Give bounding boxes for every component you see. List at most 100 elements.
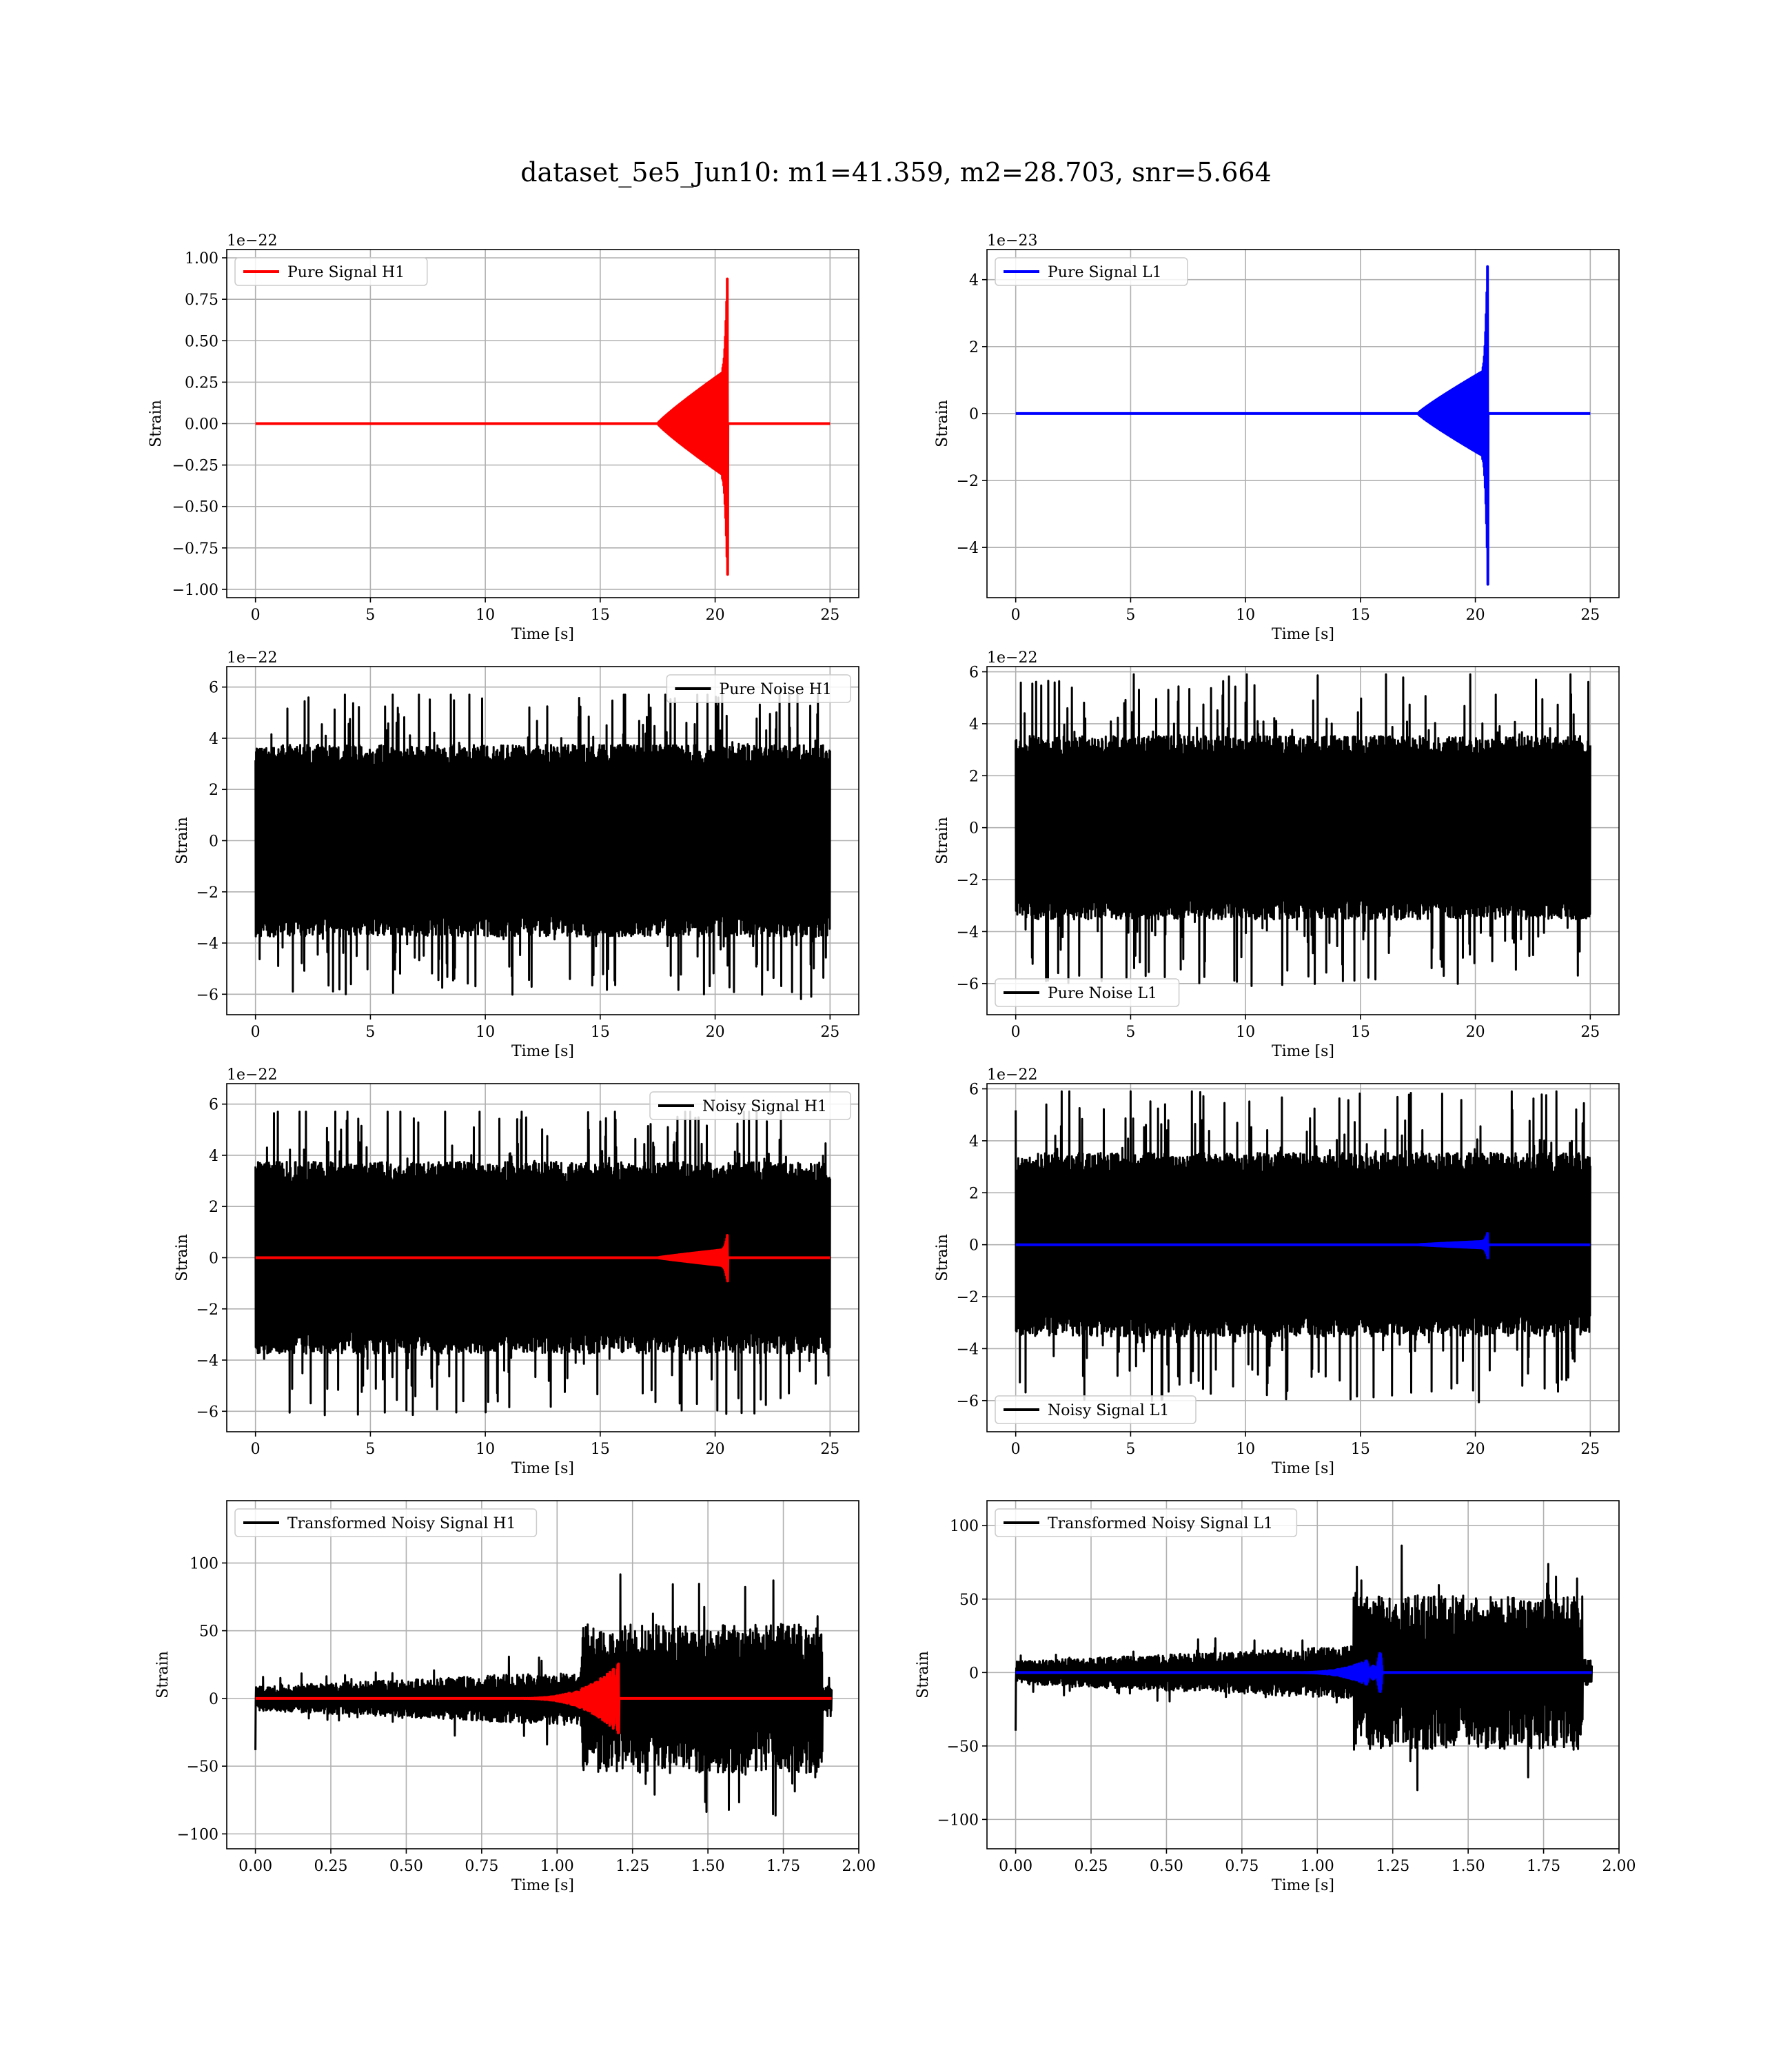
x-tick-label: 5	[1126, 1441, 1135, 1458]
series-line-overlay-1	[254, 1662, 833, 1734]
y-axis-label: Strain	[174, 817, 191, 864]
x-tick-label: 0	[1011, 1441, 1021, 1458]
legend: Transformed Noisy Signal L1	[995, 1508, 1298, 1537]
x-tick-label: 1.50	[1452, 1858, 1485, 1875]
x-tick-label: 1.00	[1301, 1858, 1334, 1875]
panel-top-right: 0 5 10 15 20 25 −4 −2 0 2 4 Time [s] Strain 1e−23 Pure…	[934, 232, 1620, 643]
y-tick-label: 0.00	[185, 416, 218, 434]
y-tick-label: −50	[187, 1758, 218, 1776]
x-tick-label: 1.25	[1376, 1858, 1409, 1875]
axis-offset-text: 1e−23	[987, 232, 1037, 250]
legend-box	[234, 257, 428, 286]
legend-label: Pure Noise H1	[719, 681, 832, 698]
y-tick-label: −0.50	[172, 499, 218, 516]
x-tick-label: 20	[1466, 1441, 1485, 1458]
plot-area	[1015, 1090, 1591, 1403]
y-tick-label: 4	[969, 1133, 979, 1150]
y-tick-label: 0	[969, 1665, 979, 1682]
plot-area	[254, 693, 831, 1000]
y-tick-label: 0	[969, 1237, 979, 1255]
y-axis-label: Strain	[154, 1651, 172, 1699]
panel-row2-right: 0 5 10 15 20 25 −6 −4 −2 0 2 4 6 Time [s] Strain 1e−22 P…	[934, 649, 1620, 1060]
legend-box	[649, 1091, 851, 1120]
series-line-pure-signal-l1	[1015, 265, 1591, 586]
legend-box	[995, 1508, 1298, 1537]
y-tick-label: 100	[190, 1555, 218, 1572]
x-tick-label: 1.75	[766, 1858, 800, 1875]
x-tick-label: 0	[251, 1441, 261, 1458]
panel-row2-left: 0 5 10 15 20 25 −6 −4 −2 0 2 4 6 Time [s] Strain 1e−22 P…	[174, 649, 859, 1060]
x-tick-label: 1.75	[1527, 1858, 1560, 1875]
axis-offset-text: 1e−22	[227, 1066, 277, 1084]
axis-offset-text: 1e−22	[227, 649, 277, 667]
x-tick-label: 2.00	[842, 1858, 876, 1875]
x-axis-label: Time [s]	[511, 1877, 574, 1894]
x-axis-label: Time [s]	[511, 626, 574, 643]
x-tick-label: 0	[1011, 1024, 1021, 1041]
y-tick-label: −0.75	[172, 540, 218, 558]
x-tick-label: 10	[476, 1441, 495, 1458]
y-axis-label: Strain	[934, 400, 951, 447]
x-axis-label: Time [s]	[511, 1043, 574, 1060]
x-tick-label: 0.25	[1075, 1858, 1108, 1875]
x-tick-label: 15	[591, 1441, 610, 1458]
plot-area	[1015, 1544, 1594, 1792]
axis-offset-text: 1e−22	[987, 649, 1037, 667]
y-tick-label: −6	[957, 976, 979, 993]
y-tick-label: 0	[209, 833, 218, 851]
series-line-noisy-signal-h1	[254, 1111, 831, 1417]
y-tick-label: 2	[969, 339, 979, 356]
y-tick-label: −4	[957, 924, 979, 941]
x-tick-label: 20	[1466, 607, 1485, 624]
x-tick-label: 2.00	[1602, 1858, 1636, 1875]
y-tick-label: −100	[177, 1826, 218, 1843]
y-tick-label: −0.25	[172, 458, 218, 475]
series-line-pure-noise-l1	[1015, 673, 1591, 987]
y-tick-label: −2	[196, 1301, 218, 1319]
y-tick-label: −2	[196, 884, 218, 902]
panel-row3-left: 0 5 10 15 20 25 −6 −4 −2 0 2 4 6 Time [s] Strain 1e−22 N…	[174, 1066, 859, 1477]
x-tick-label: 0.25	[314, 1858, 348, 1875]
x-tick-label: 1.50	[691, 1858, 725, 1875]
legend-label: Pure Noise L1	[1048, 985, 1157, 1002]
series-line-overlay-1	[254, 1234, 831, 1283]
y-tick-label: −4	[957, 1341, 979, 1358]
y-tick-label: 50	[959, 1592, 979, 1609]
y-tick-label: 4	[209, 1148, 218, 1165]
x-tick-label: 5	[365, 1441, 375, 1458]
x-tick-label: 0	[1011, 607, 1021, 624]
y-axis-label: Strain	[174, 1234, 191, 1281]
x-tick-label: 10	[1236, 1024, 1255, 1041]
legend-box	[995, 1395, 1197, 1424]
y-tick-label: −2	[957, 872, 979, 889]
legend: Pure Noise L1	[995, 978, 1180, 1007]
x-axis-label: Time [s]	[511, 1460, 574, 1477]
legend-label: Noisy Signal H1	[702, 1098, 827, 1115]
axes-frame	[986, 249, 1620, 598]
x-tick-label: 15	[591, 1024, 610, 1041]
y-tick-label: 1.00	[185, 250, 218, 267]
x-axis-label: Time [s]	[1272, 1460, 1334, 1477]
axes-frame	[986, 1500, 1620, 1849]
y-tick-label: −6	[957, 1393, 979, 1410]
x-tick-label: 5	[1126, 607, 1135, 624]
x-tick-label: 0.75	[465, 1858, 498, 1875]
axes-frame	[986, 1083, 1620, 1432]
x-tick-label: 15	[1351, 1441, 1370, 1458]
series-line-pure-signal-h1	[254, 277, 831, 576]
y-tick-label: 0.50	[185, 333, 218, 350]
legend-box	[995, 978, 1180, 1007]
y-tick-label: 0	[209, 1691, 218, 1708]
x-tick-label: 15	[1351, 607, 1370, 624]
y-tick-label: 0.25	[185, 374, 218, 392]
x-axis-label: Time [s]	[1272, 1043, 1334, 1060]
y-tick-label: 0	[969, 406, 979, 423]
figure-title: dataset_5e5_Jun10: m1=41.359, m2=28.703,…	[520, 157, 1272, 187]
x-tick-label: 0	[251, 607, 261, 624]
x-tick-label: 5	[365, 1024, 375, 1041]
y-tick-label: 2	[209, 1199, 218, 1216]
y-tick-label: −2	[957, 473, 979, 490]
legend: Pure Noise H1	[666, 674, 851, 703]
y-tick-label: 2	[209, 782, 218, 799]
